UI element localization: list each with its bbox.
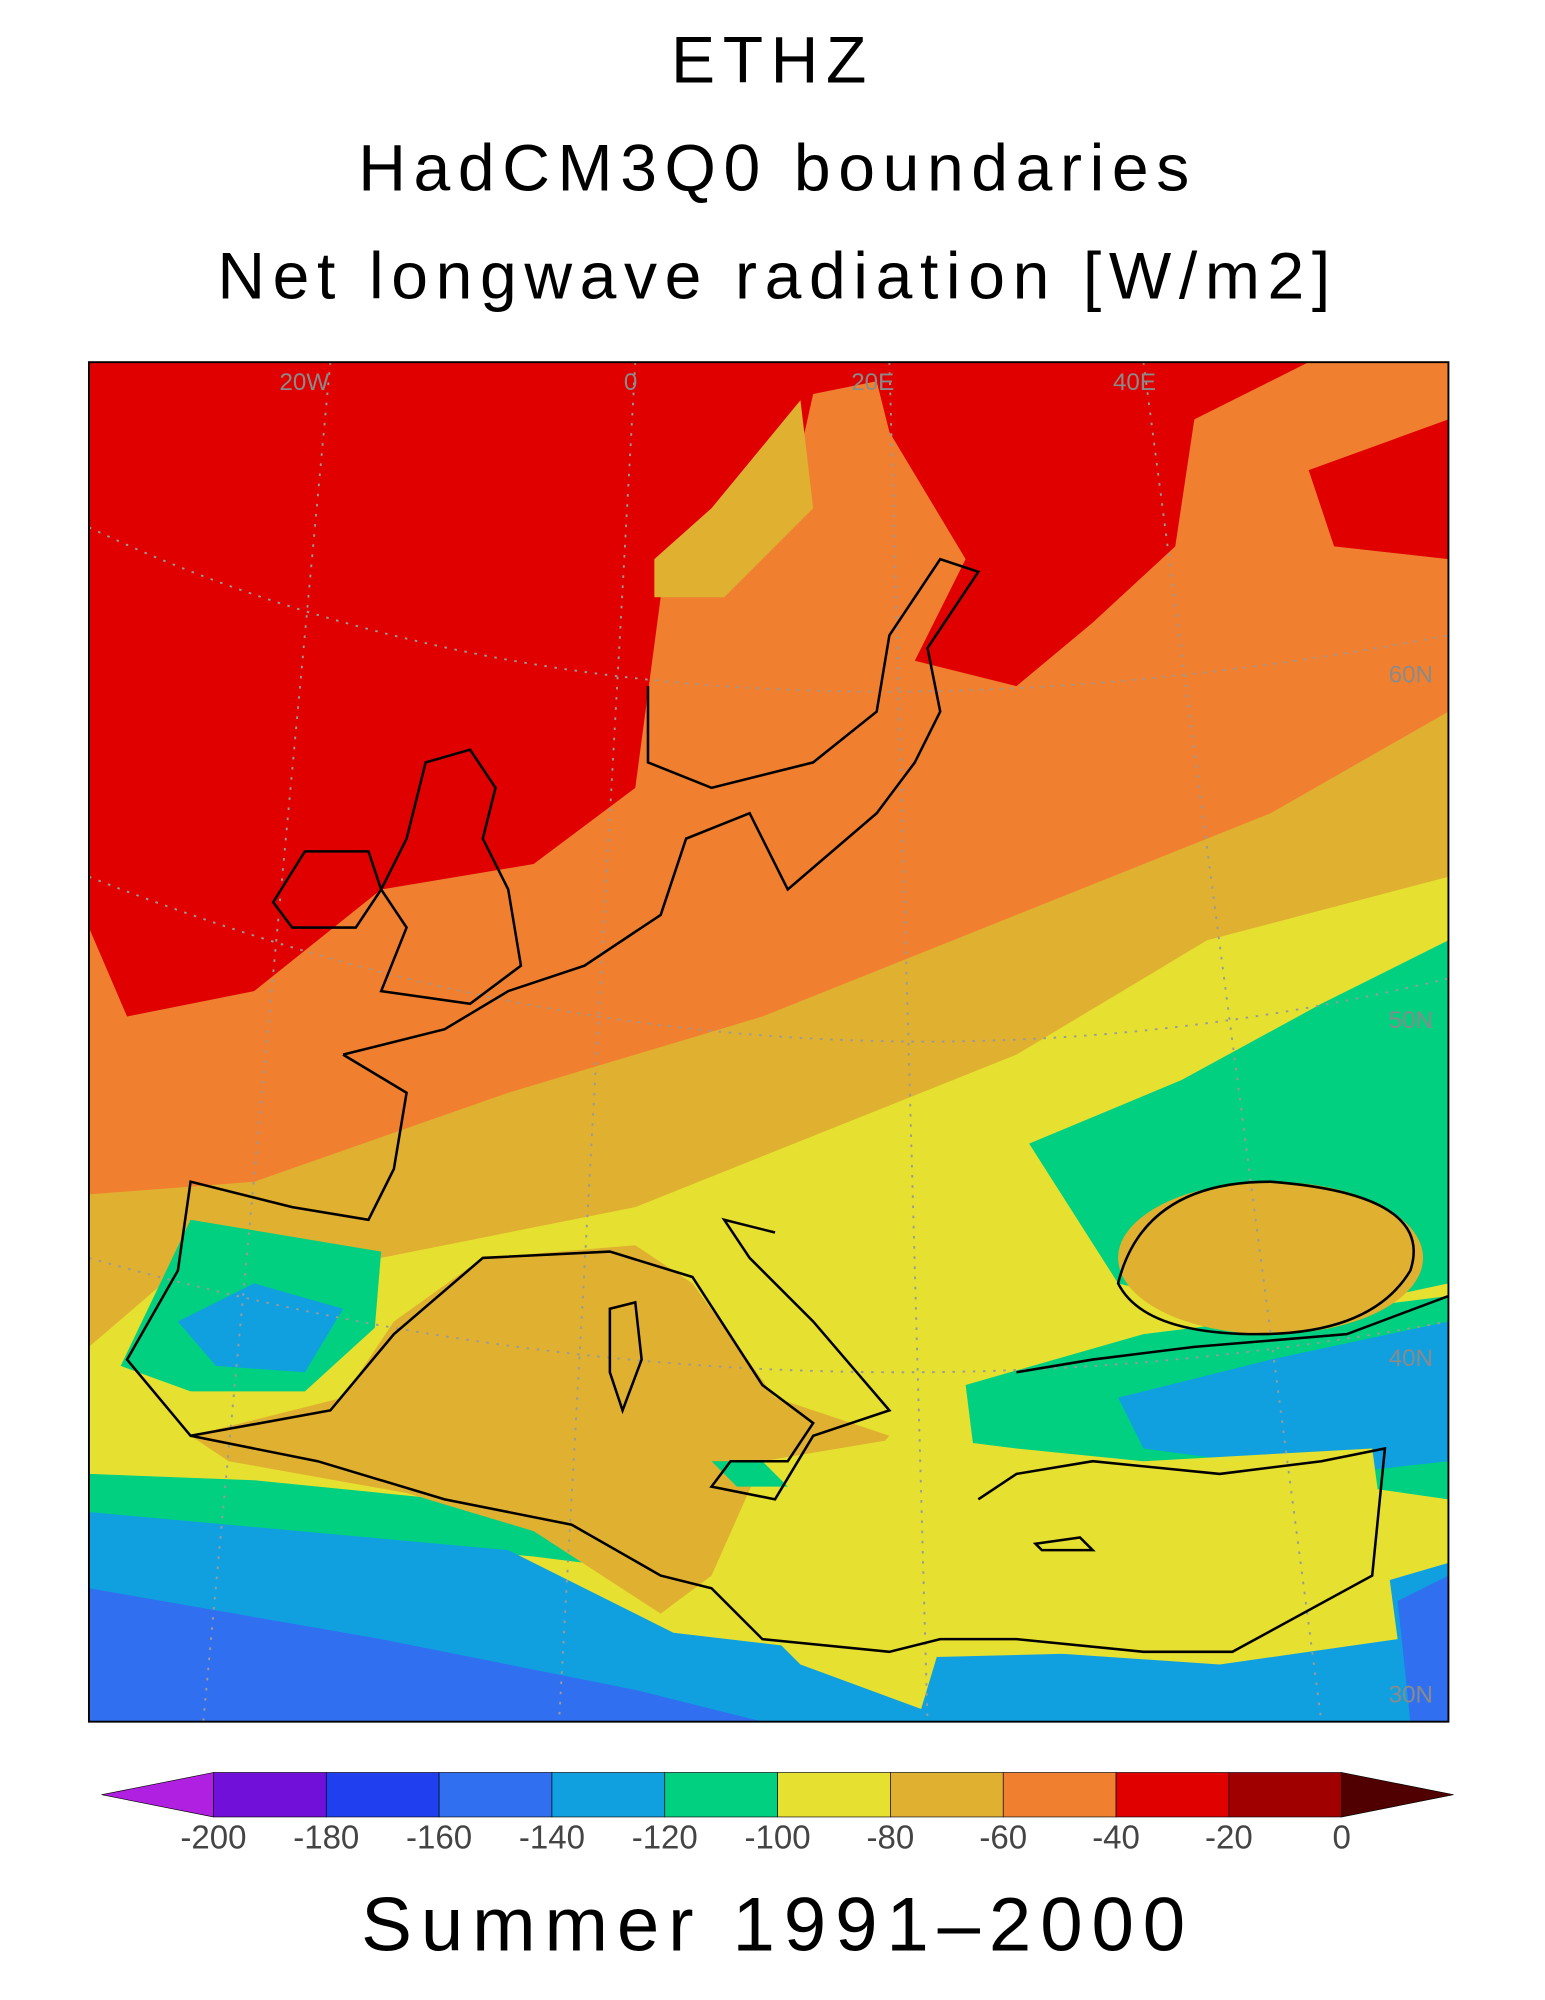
colorbar-box xyxy=(325,1772,440,1818)
grid-label: 40E xyxy=(1113,369,1156,396)
title-line: Net longwave radiation [W/m2] xyxy=(217,239,1337,313)
colorbar-box xyxy=(890,1772,1004,1818)
map-field xyxy=(1118,1181,1424,1335)
colorbar-tick-label: -40 xyxy=(1092,1819,1140,1856)
colorbar-tick-label: -200 xyxy=(180,1819,246,1856)
grid-label: 50N xyxy=(1389,1007,1433,1034)
map-field xyxy=(177,1283,344,1373)
map: 20W 0 20E 40E 60N 50N 40N 30N xyxy=(87,361,1450,1723)
colorbar-box xyxy=(551,1772,666,1818)
grid-label: 60N xyxy=(1389,661,1433,688)
map-field xyxy=(711,1435,1398,1709)
colorbar-box xyxy=(438,1772,553,1818)
map-field xyxy=(1397,1575,1449,1722)
colorbar-tick-label: -60 xyxy=(979,1819,1027,1856)
colorbar-box xyxy=(1228,1772,1343,1818)
colorbar-tick-label: -20 xyxy=(1205,1819,1253,1856)
colorbar-box xyxy=(1115,1772,1230,1818)
grid-label: 40N xyxy=(1389,1345,1433,1372)
map-field xyxy=(88,362,1309,1017)
map-field xyxy=(654,400,814,598)
map-field xyxy=(711,1461,788,1487)
colorbar-tick-label: -120 xyxy=(632,1819,698,1856)
map-frame xyxy=(87,361,1450,1723)
map-field xyxy=(88,1473,687,1576)
colorbar-box xyxy=(213,1772,327,1818)
map-field xyxy=(190,1245,890,1614)
colorbar-box xyxy=(664,1772,778,1818)
title-line: HadCM3Q0 boundaries xyxy=(358,131,1197,205)
grid-label: 20E xyxy=(851,369,894,396)
colorbar: -200 -180 -160 -140 -120 -100 -80 -60 -40 -20 0 xyxy=(101,1772,1454,1856)
map-field xyxy=(88,1588,763,1722)
map-field xyxy=(1308,419,1449,560)
colorbar-tick-label: -100 xyxy=(745,1819,811,1856)
map-field xyxy=(1118,1321,1449,1474)
colorbar-extend-low xyxy=(101,1772,214,1818)
colorbar-box xyxy=(777,1772,891,1818)
grid-label: 0 xyxy=(624,369,637,396)
grid-label: 30N xyxy=(1389,1682,1433,1709)
colorbar-box xyxy=(1002,1772,1117,1818)
colorbar-extend-high xyxy=(1341,1772,1454,1818)
colorbar-tick-label: -160 xyxy=(406,1819,472,1856)
title-line: ETHZ xyxy=(671,23,874,97)
colorbar-tick-label: -80 xyxy=(867,1819,915,1856)
colorbar-tick-label: -140 xyxy=(519,1819,585,1856)
grid-label: 20W xyxy=(280,369,330,396)
colorbar-tick-label: 0 xyxy=(1333,1819,1351,1856)
footer: Summer 1991–2000 xyxy=(361,1882,1194,1967)
colorbar-tick-label: -180 xyxy=(293,1819,359,1856)
